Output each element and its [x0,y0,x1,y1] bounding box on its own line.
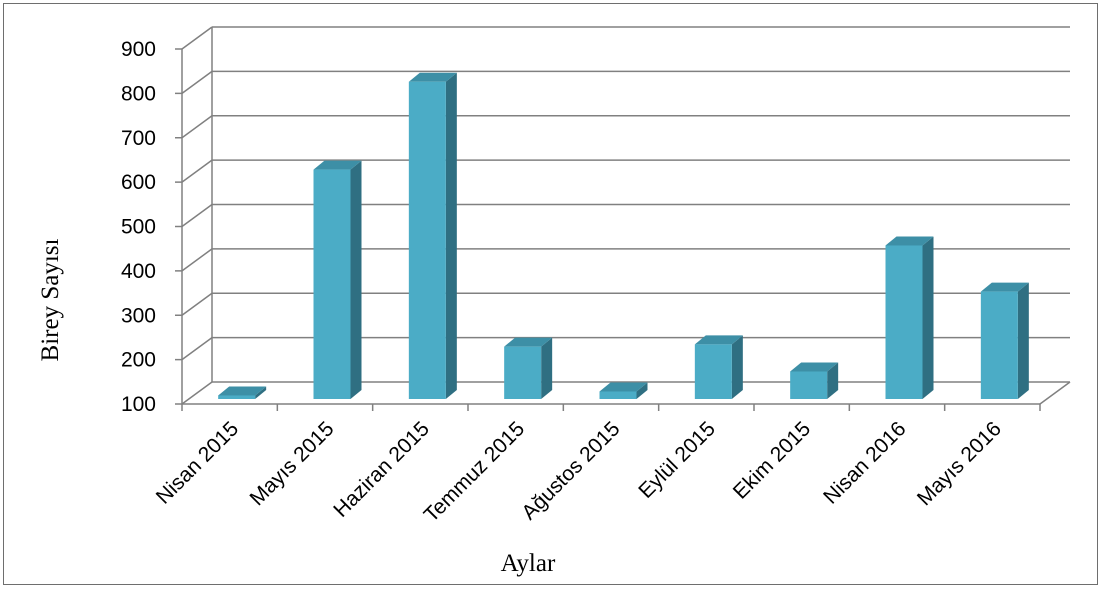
bar [218,386,267,399]
y-tick-label: 400 [121,260,156,283]
chart-bars [218,72,1029,399]
bar [694,335,743,399]
x-tick-label: Mayıs 2015 [246,417,339,510]
x-tick-label: Ağustos 2015 [517,417,624,524]
y-tick-label: 300 [121,304,156,327]
bar [885,236,934,399]
bar [504,337,553,399]
bar [790,362,839,399]
y-tick-label: 200 [121,349,156,372]
y-tick-label: 700 [121,127,156,150]
y-tick-label: 600 [121,171,156,194]
y-tick-label: 900 [121,38,156,61]
gridline [181,26,1070,50]
x-tick-label: Haziran 2015 [329,417,434,522]
y-tick-label: 500 [121,216,156,239]
x-axis-title: Aylar [501,550,556,577]
bar [408,72,457,399]
gridline [181,70,1070,94]
x-tick-label: Nisan 2015 [152,417,243,508]
x-tick-label: Eylül 2015 [634,417,720,503]
x-tick-label: Temmuz 2015 [420,417,530,527]
y-axis-title: Birey Sayısı [37,238,64,361]
x-tick-label: Mayıs 2016 [913,417,1006,510]
y-tick-label: 800 [121,82,156,105]
floor-right-edge [1039,381,1071,405]
y-tick-label: 100 [121,393,156,416]
x-tick-label: Ekim 2015 [729,417,815,503]
chart-axes [175,27,1071,411]
gridline [181,159,1070,183]
bar [980,282,1029,399]
bar [599,382,648,399]
bar [313,160,362,399]
x-tick-label: Nisan 2016 [819,417,910,508]
gridline [181,115,1070,139]
y-axis-tick-labels: 100 200 300 400 500 600 700 800 900 [121,38,156,416]
